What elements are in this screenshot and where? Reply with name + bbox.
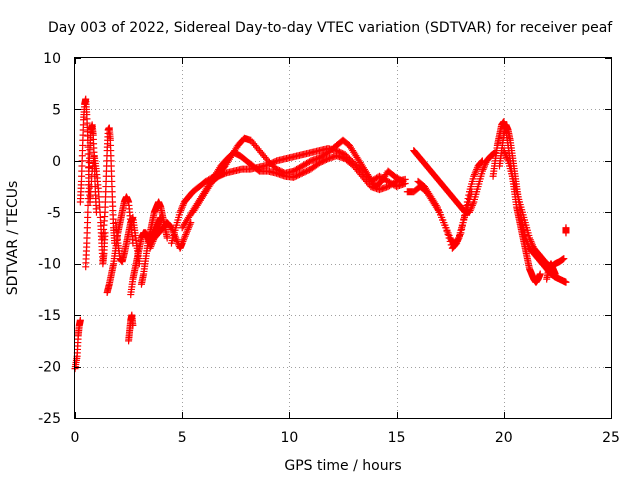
data-point [129, 321, 137, 329]
x-tick-label: 20 [495, 430, 513, 446]
series-arc-h [125, 311, 137, 345]
series-arc-f [103, 193, 137, 297]
data-point [454, 235, 462, 243]
data-point [562, 278, 570, 286]
data-point [185, 224, 193, 232]
data-point [180, 234, 188, 242]
y-tick-label: 0 [52, 154, 61, 170]
data-points [71, 95, 570, 373]
chart-title: Day 003 of 2022, Sidereal Day-to-day VTE… [48, 20, 613, 36]
data-point [528, 239, 536, 247]
data-point [560, 255, 568, 263]
data-point [182, 229, 190, 237]
data-point [477, 159, 485, 167]
series-arc-d [86, 152, 109, 268]
data-point [179, 237, 187, 245]
x-tick-label: 10 [280, 430, 298, 446]
data-point [148, 239, 156, 247]
data-point [469, 200, 477, 208]
data-point [470, 171, 478, 179]
y-tick-label: -25 [38, 411, 61, 427]
data-point [478, 157, 486, 165]
data-point [526, 236, 534, 244]
data-point [528, 241, 536, 249]
data-point [184, 225, 192, 233]
data-point [503, 153, 511, 161]
data-point [177, 207, 185, 215]
series-arc-e [99, 124, 119, 247]
data-point [562, 229, 570, 237]
data-point [501, 150, 509, 158]
data-point [501, 148, 509, 156]
data-point [481, 162, 489, 170]
series-arc-t [500, 147, 568, 271]
series-arc-c [82, 121, 100, 271]
data-point [172, 236, 180, 244]
data-point [527, 237, 535, 245]
data-point [472, 167, 480, 175]
series-arc-q [414, 177, 476, 249]
data-point [502, 152, 510, 160]
x-tick-label: 15 [388, 430, 406, 446]
data-point [178, 203, 186, 211]
y-tick-label: -5 [47, 205, 61, 221]
data-point [536, 270, 544, 278]
data-point [471, 169, 479, 177]
data-point [479, 165, 487, 173]
data-point [182, 231, 190, 239]
x-tick-labels: 0 5 10 15 20 25 [71, 430, 620, 446]
y-tick-label: 10 [43, 51, 61, 67]
data-point [181, 232, 189, 240]
data-point [149, 237, 157, 245]
data-point [180, 236, 188, 244]
data-point [500, 147, 508, 155]
data-point [401, 179, 409, 187]
x-tick-label: 5 [178, 430, 187, 446]
data-point [480, 164, 488, 172]
y-tick-labels: -25 -20 -15 -10 -5 0 5 10 [38, 51, 61, 427]
series-arc-k [146, 219, 195, 252]
data-point [526, 234, 534, 242]
data-point [473, 165, 481, 173]
x-axis-label: GPS time / hours [284, 458, 401, 474]
data-point [468, 188, 476, 196]
y-tick-label: -20 [38, 360, 61, 376]
series-arc-o [410, 147, 499, 216]
data-point [183, 227, 191, 235]
y-tick-label: 5 [52, 102, 61, 118]
data-point [176, 208, 184, 216]
data-point [470, 172, 478, 180]
series-arc-a [71, 316, 84, 373]
data-point [503, 155, 511, 163]
data-point [478, 158, 486, 166]
y-axis-label: SDTVAR / TECUs [5, 181, 21, 296]
series-arc-u [543, 260, 559, 283]
data-point [147, 241, 155, 249]
data-point [478, 167, 486, 175]
data-point [178, 239, 186, 247]
data-point [146, 244, 154, 252]
y-tick-label: -15 [38, 308, 61, 324]
data-point [76, 316, 84, 324]
x-tick-label: 0 [71, 430, 80, 446]
series-arc-v [562, 224, 570, 237]
data-point [177, 205, 185, 213]
series-arc-m [178, 149, 409, 232]
data-point [432, 201, 440, 209]
axis-ticks [75, 58, 612, 419]
data-point [551, 270, 559, 278]
series-arc-g [112, 213, 143, 268]
plot-frame [74, 57, 612, 419]
data-point [84, 208, 92, 216]
grid-lines [75, 58, 611, 418]
x-tick-label: 25 [602, 430, 620, 446]
y-tick-label: -10 [38, 257, 61, 273]
series-arc-n [189, 145, 409, 216]
data-point [185, 222, 193, 230]
data-point [179, 201, 187, 209]
data-point [147, 243, 155, 251]
